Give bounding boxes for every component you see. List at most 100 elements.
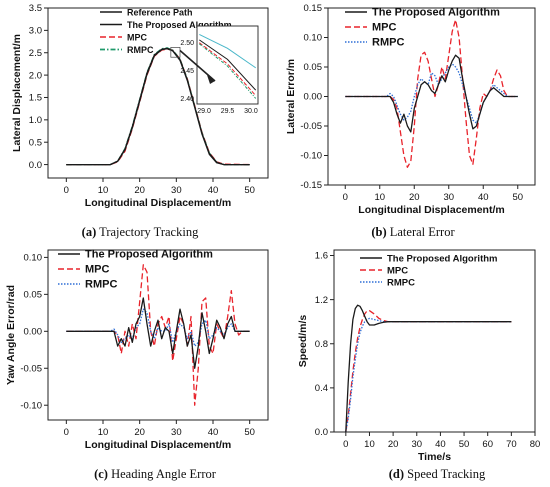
series-line-the-proposed-algorithm — [66, 297, 250, 369]
caption-d-label: (d) — [388, 467, 405, 481]
x-axis-label: Time/s — [418, 451, 451, 463]
caption-c: (c) Heading Angle Error — [60, 467, 250, 482]
plot-frame — [333, 249, 536, 433]
y-tick-label: -0.10 — [20, 400, 42, 411]
caption-b-label: (b) — [371, 225, 387, 239]
series-line-the-proposed-algorithm — [345, 54, 518, 133]
x-tick-label: 10 — [374, 192, 385, 203]
caption-c-text: Heading Angle Error — [111, 467, 216, 481]
legend-label: MPC — [127, 33, 148, 43]
y-tick-label: 0.4 — [315, 383, 328, 394]
y-axis-label: Speed/m/s — [297, 315, 309, 368]
chart-a: 0 10 20 30 40 50 0.0 0.5 1.0 1.5 2.0 2.5 3.0 3.5 Longi… — [11, 3, 269, 209]
legend-label: RMPC — [372, 37, 404, 49]
chart-c: 0 10 20 30 40 50 -0.10 -0.05 0.00 0.05 0.10 Longitu… — [5, 249, 269, 451]
legend: Reference Path The Proposed Algorithm MPC R… — [100, 8, 232, 55]
legend-label: MPC — [372, 22, 397, 34]
series-line-rmpc — [345, 317, 512, 432]
y-tick-label: 3.5 — [29, 3, 42, 14]
y-tick-label: 0.10 — [304, 33, 323, 44]
y-tick-label: 2.0 — [29, 70, 42, 81]
inset-x-tick-label: 29.0 — [197, 108, 211, 115]
inset-series-line — [198, 43, 257, 99]
x-tick-label: 50 — [512, 192, 523, 203]
legend-label: RMPC — [387, 278, 415, 289]
y-tick-label: 1.0 — [29, 115, 42, 126]
x-tick-label: 80 — [530, 439, 541, 450]
inset-frame — [196, 25, 259, 105]
legend-label: RMPC — [85, 279, 117, 291]
inset-x-tick-label: 29.5 — [221, 108, 235, 115]
series-line-the-proposed-algorithm — [345, 304, 512, 432]
y-tick-label: 0.15 — [304, 3, 323, 14]
x-tick-label: 20 — [134, 427, 145, 438]
caption-c-label: (c) — [94, 467, 108, 481]
y-tick-label: 0.0 — [315, 427, 328, 438]
inset-series-line — [198, 42, 257, 96]
zoom-arrow-head — [207, 75, 215, 84]
x-tick-label: 20 — [388, 439, 399, 450]
y-axis-label: Lateral Displacement/m — [11, 34, 23, 152]
x-tick-label: 50 — [244, 427, 255, 438]
x-tick-label: 0 — [343, 192, 348, 203]
legend-label: The Proposed Algorithm — [372, 7, 500, 19]
y-tick-label: 0.00 — [24, 327, 43, 338]
x-tick-label: 30 — [411, 439, 422, 450]
y-tick-label: -0.15 — [300, 180, 322, 191]
series-line-the-proposed-algorithm — [66, 48, 250, 166]
inset-series-line — [199, 33, 256, 69]
y-tick-label: 1.2 — [315, 295, 328, 306]
series-line-mpc — [66, 48, 250, 166]
x-tick-label: 20 — [409, 192, 420, 203]
zoom-arrow — [179, 49, 216, 82]
y-tick-label: 0.0 — [29, 160, 42, 171]
x-tick-label: 60 — [482, 439, 493, 450]
x-axis-label: Longitudinal Displacement/m — [358, 204, 504, 216]
x-tick-label: 20 — [134, 185, 145, 196]
x-tick-label: 30 — [171, 185, 182, 196]
legend-label: The Proposed Algorithm — [85, 249, 213, 261]
inset-x-tick-label: 30.0 — [244, 108, 258, 115]
inset-series-line — [199, 39, 257, 91]
y-tick-label: -0.10 — [300, 151, 322, 162]
series-line-rmpc — [66, 308, 250, 347]
x-tick-label: 40 — [478, 192, 489, 203]
x-tick-label: 30 — [443, 192, 454, 203]
series-line-mpc — [345, 19, 518, 168]
y-tick-label: 1.5 — [29, 93, 42, 104]
caption-d: (d) Speed Tracking — [342, 467, 532, 482]
y-axis-label: Yaw Angle Error/rad — [5, 285, 17, 385]
y-tick-label: 3.0 — [29, 26, 42, 37]
x-tick-label: 10 — [98, 185, 109, 196]
x-tick-label: 40 — [435, 439, 446, 450]
inset-y-tick-label: 2.40 — [180, 96, 194, 103]
x-tick-label: 10 — [98, 427, 109, 438]
caption-a-label: (a) — [81, 225, 97, 239]
legend: The Proposed Algorithm MPC RMPC — [345, 7, 500, 49]
plot-frame — [47, 249, 269, 421]
caption-d-text: Speed Tracking — [407, 467, 486, 481]
x-tick-label: 0 — [343, 439, 348, 450]
y-tick-label: 0.05 — [24, 290, 43, 301]
x-tick-label: 50 — [244, 185, 255, 196]
legend-label: MPC — [387, 266, 408, 277]
y-tick-label: 0.10 — [24, 253, 43, 264]
series-line-rmpc — [345, 63, 518, 124]
legend-label: The Proposed Algorithm — [387, 254, 497, 265]
x-tick-label: 10 — [364, 439, 375, 450]
x-tick-label: 40 — [208, 185, 219, 196]
y-tick-label: 2.5 — [29, 48, 42, 59]
x-axis-label: Longitudinal Displacement/m — [85, 197, 231, 209]
legend-label: RMPC — [127, 45, 154, 55]
caption-b-text: Lateral Error — [389, 225, 455, 239]
y-tick-label: 0.00 — [304, 92, 323, 103]
x-axis-label: Longitudinal Displacement/m — [85, 439, 231, 451]
x-tick-label: 40 — [208, 427, 219, 438]
plot-frame — [47, 7, 269, 179]
y-tick-label: -0.05 — [300, 121, 322, 132]
x-tick-label: 30 — [171, 427, 182, 438]
inset-y-tick-label: 2.50 — [180, 40, 194, 47]
y-tick-label: 0.05 — [304, 62, 323, 73]
x-tick-label: 50 — [459, 439, 470, 450]
